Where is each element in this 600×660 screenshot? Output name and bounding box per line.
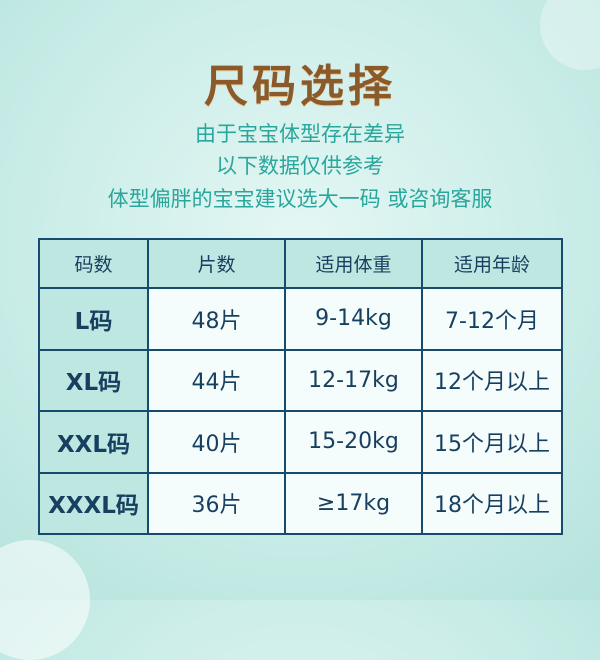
weight-cell: 12-17kg	[284, 348, 423, 412]
subtitle-line: 以下数据仅供参考	[216, 154, 384, 178]
header-cell: 片数	[147, 238, 286, 289]
table-row: XXXL码 36片 ≥17kg 18个月以上	[38, 471, 563, 535]
age-cell: 18个月以上	[421, 471, 563, 535]
count-cell: 44片	[147, 348, 286, 412]
size-cell: L码	[38, 287, 149, 351]
size-cell: XXL码	[38, 410, 149, 474]
subtitle-line: 体型偏胖的宝宝建议选大一码 或咨询客服	[107, 187, 493, 211]
weight-cell: ≥17kg	[284, 471, 423, 535]
table-row: XXL码 40片 15-20kg 15个月以上	[38, 410, 563, 474]
subtitle-line: 由于宝宝体型存在差异	[195, 122, 405, 146]
count-cell: 40片	[147, 410, 286, 474]
size-table: 码数 片数 适用体重 适用年龄 L码 48片 9-14kg 7-12个月 XL码…	[38, 238, 563, 535]
age-cell: 12个月以上	[421, 348, 563, 412]
count-cell: 36片	[147, 471, 286, 535]
header-cell: 适用体重	[284, 238, 423, 289]
weight-cell: 9-14kg	[284, 287, 423, 351]
table-row: L码 48片 9-14kg 7-12个月	[38, 287, 563, 351]
page-title: 尺码选择	[204, 61, 396, 112]
table-row: XL码 44片 12-17kg 12个月以上	[38, 348, 563, 412]
age-cell: 7-12个月	[421, 287, 563, 351]
size-cell: XXXL码	[38, 471, 149, 535]
header-cell: 适用年龄	[421, 238, 563, 289]
age-cell: 15个月以上	[421, 410, 563, 474]
count-cell: 48片	[147, 287, 286, 351]
table-header-row: 码数 片数 适用体重 适用年龄	[38, 238, 563, 289]
size-cell: XL码	[38, 348, 149, 412]
header-cell: 码数	[38, 238, 149, 289]
decorative-bubble	[0, 540, 90, 660]
weight-cell: 15-20kg	[284, 410, 423, 474]
